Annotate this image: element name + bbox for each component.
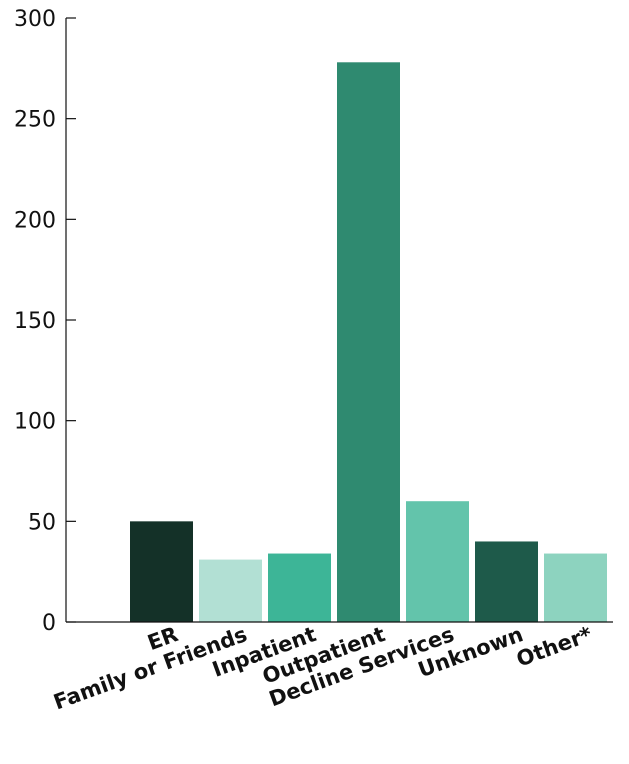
bar-decline-services — [406, 501, 469, 622]
y-tick-label: 200 — [14, 208, 56, 233]
bar-er — [130, 521, 193, 622]
y-tick-label: 250 — [14, 108, 56, 133]
y-tick-label: 150 — [14, 309, 56, 334]
bar-family-or-friends — [199, 559, 262, 622]
bars — [130, 62, 607, 622]
y-tick-label: 50 — [28, 510, 56, 535]
y-tick-label: 100 — [14, 410, 56, 435]
bar-outpatient — [337, 62, 400, 622]
bar-unknown — [475, 541, 538, 622]
y-tick-label: 0 — [42, 611, 56, 636]
x-tick-label: Other* — [513, 622, 595, 671]
bar-inpatient — [268, 553, 331, 622]
y-tick-label: 300 — [14, 7, 56, 32]
y-axis: 0 50 100 150 200 250 300 — [14, 7, 76, 636]
bar-other — [544, 553, 607, 622]
